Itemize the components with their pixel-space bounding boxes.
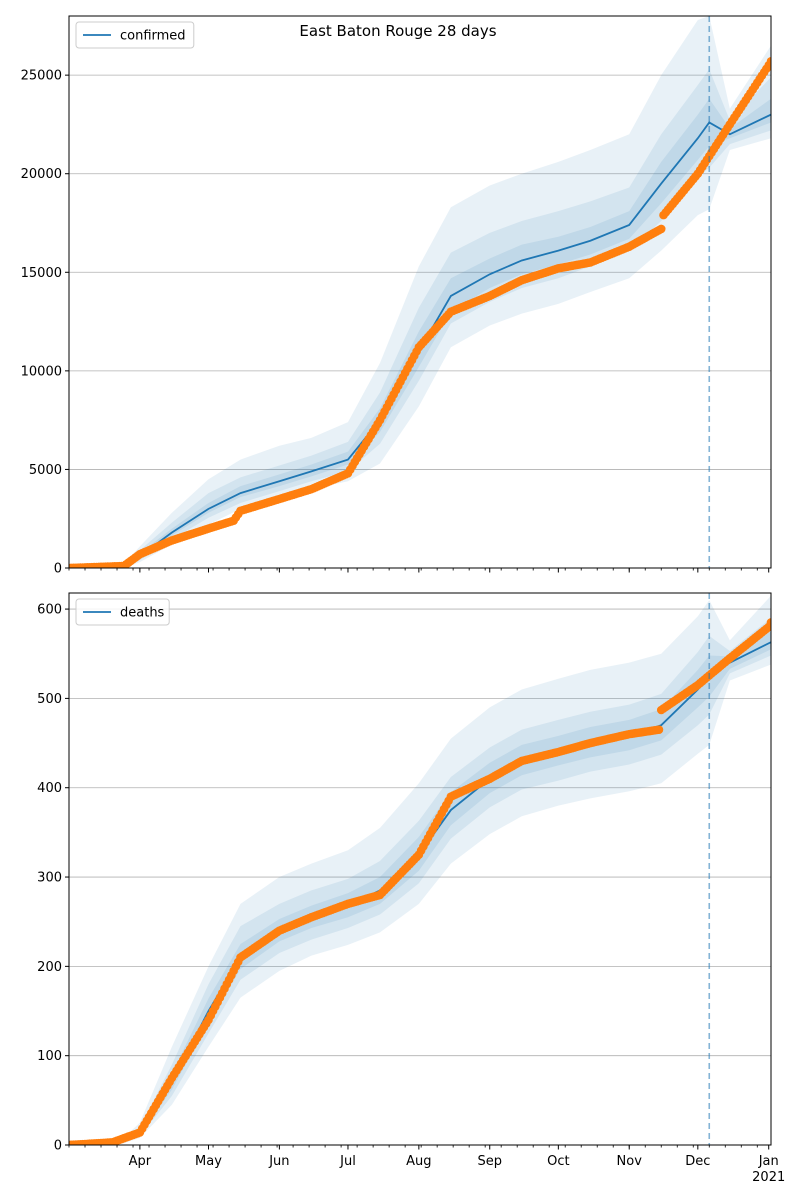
x-year-label: 2021	[752, 1170, 785, 1185]
x-tick-label: May	[195, 1154, 222, 1169]
y-tick-label: 600	[37, 603, 62, 618]
y-tick-label: 10000	[21, 364, 62, 379]
legend: deaths	[75, 598, 170, 626]
x-tick-label: Aug	[406, 1154, 431, 1169]
chart-title: East Baton Rouge 28 days	[299, 22, 496, 40]
legend: confirmed	[75, 21, 195, 49]
legend-label: confirmed	[120, 29, 186, 44]
y-tick-label: 0	[54, 1139, 62, 1154]
legend-box	[75, 21, 195, 49]
observed-point	[766, 618, 771, 627]
observed-point	[656, 224, 666, 234]
observed-point	[766, 57, 771, 66]
observed-point	[654, 725, 664, 734]
y-tick-label: 400	[37, 781, 62, 796]
y-tick-label: 100	[37, 1049, 62, 1064]
y-tick-label: 25000	[21, 69, 62, 84]
x-tick-label: Jan	[758, 1154, 779, 1169]
deaths-panel: 0 100 200 300 400 500 600 Apr May Jun Jul Aug Sep Oct…	[37, 592, 785, 1185]
confirmed-panel: 0 5000 10000 15000 20000 25000 confirmed East B…	[21, 15, 772, 577]
x-tick-label: Nov	[617, 1154, 643, 1169]
legend-label: deaths	[120, 606, 165, 621]
y-tick-label: 20000	[21, 167, 62, 182]
x-tick-label: Sep	[477, 1154, 502, 1169]
uncertainty-band	[69, 98, 771, 568]
y-tick-label: 0	[54, 562, 62, 577]
x-tick-label: Oct	[547, 1154, 569, 1169]
uncertainty-band	[69, 595, 771, 1145]
y-tick-label: 5000	[29, 463, 62, 478]
y-tick-label: 300	[37, 871, 62, 886]
y-tick-label: 200	[37, 960, 62, 975]
y-tick-label: 15000	[21, 266, 62, 281]
uncertainty-band	[69, 16, 771, 568]
x-tick-label: Dec	[685, 1154, 710, 1169]
axes-frame	[68, 592, 772, 1146]
y-tick-label: 500	[37, 692, 62, 707]
uncertainty-band	[69, 618, 771, 1145]
axes-frame	[68, 15, 772, 569]
x-tick-label: Jul	[339, 1154, 356, 1169]
x-tick-label: Jun	[268, 1154, 289, 1169]
legend-box	[75, 598, 170, 626]
uncertainty-band	[69, 69, 771, 568]
x-tick-label: Apr	[129, 1154, 152, 1169]
